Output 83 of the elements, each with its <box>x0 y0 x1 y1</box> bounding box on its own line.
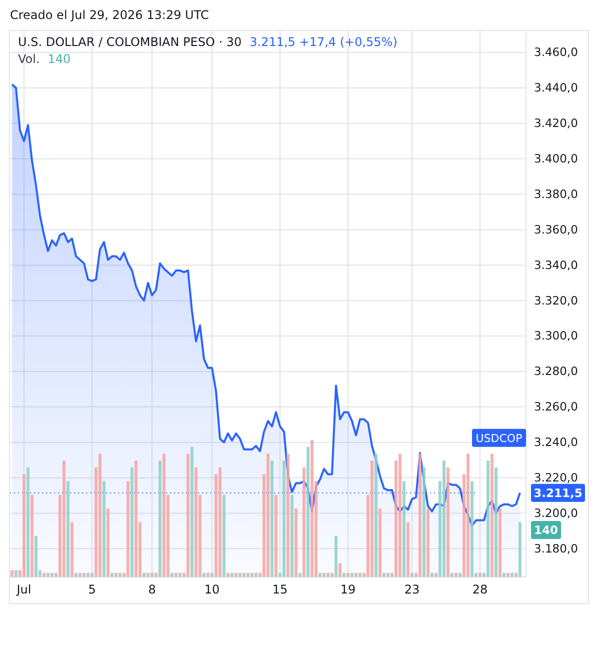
y-tick-label: 3.280,0 <box>534 364 578 378</box>
chart-title: Vol. <box>18 52 40 66</box>
y-tick-label: 3.240,0 <box>534 435 578 450</box>
bar <box>194 467 198 577</box>
bar <box>498 508 502 577</box>
y-tick-label: 3.300,0 <box>534 328 578 343</box>
bar <box>26 467 30 577</box>
y-tick-label: 3.180,0 <box>534 541 578 556</box>
y-tick-label: 3.440,0 <box>534 80 578 95</box>
bar <box>66 481 70 577</box>
bar <box>338 563 342 577</box>
bar <box>518 522 522 577</box>
bar <box>266 454 270 577</box>
y-tick-label: 3.320,0 <box>534 293 578 308</box>
bar <box>162 454 166 577</box>
bar <box>70 522 74 577</box>
bar <box>422 467 426 577</box>
bar <box>130 467 134 577</box>
bar <box>190 446 194 577</box>
bar <box>282 460 286 577</box>
x-tick-label: 19 <box>340 582 356 597</box>
bar <box>374 454 378 577</box>
bar <box>10 570 14 577</box>
chart-subtitle: 3.211,5 +17,4 (+0,55%) <box>250 35 398 49</box>
x-tick-label: 10 <box>204 582 220 597</box>
y-tick-label: 3.340,0 <box>534 258 578 272</box>
bar <box>270 460 274 577</box>
x-tick-label: 5 <box>88 582 96 597</box>
chart-title: U.S. DOLLAR / COLOMBIAN PESO · 30 <box>18 35 242 49</box>
bar <box>290 494 294 577</box>
bar <box>106 508 110 577</box>
y-tick-label: 3.200,0 <box>534 506 578 520</box>
bar <box>426 508 430 577</box>
y-tick-label: 3.260,0 <box>534 400 578 414</box>
x-tick-label: Jul <box>16 582 32 597</box>
bar <box>302 467 306 577</box>
bar <box>490 454 494 577</box>
y-tick-label: 3.400,0 <box>534 151 578 166</box>
bar <box>126 481 130 577</box>
bar <box>406 522 410 577</box>
bar <box>102 481 106 577</box>
bar <box>22 474 26 577</box>
bar <box>294 508 298 577</box>
bar <box>186 454 190 577</box>
bar <box>306 446 310 577</box>
text: USDCOP <box>476 432 523 445</box>
x-tick-label: 15 <box>272 582 288 597</box>
bar <box>466 454 470 577</box>
text: 140 <box>534 523 558 537</box>
bar <box>486 460 490 577</box>
bar <box>14 570 18 577</box>
annotation: 140 <box>48 52 71 66</box>
bar <box>218 467 222 577</box>
x-tick-label: 8 <box>148 582 156 597</box>
y-tick-label: 3.220,0 <box>534 470 578 484</box>
x-tick-label: 28 <box>472 582 488 597</box>
bar <box>446 467 450 577</box>
bar <box>30 494 34 577</box>
bar <box>418 454 422 577</box>
y-tick-label: 3.460,0 <box>534 45 578 60</box>
bar <box>334 536 338 577</box>
bar <box>494 467 498 577</box>
bar <box>274 494 278 577</box>
y-tick-label: 3.380,0 <box>534 186 578 201</box>
text: 3.211,5 <box>534 486 582 500</box>
bar <box>34 536 38 577</box>
bar <box>98 454 102 577</box>
bar <box>222 494 226 577</box>
bar <box>442 460 446 577</box>
y-tick-label: 3.420,0 <box>534 116 578 130</box>
bar <box>398 454 402 577</box>
text: Creado el Jul 29, 2026 13:29 UTC <box>10 8 209 22</box>
bar <box>158 460 162 577</box>
x-tick-label: 23 <box>404 582 420 597</box>
bar <box>470 481 474 577</box>
bar <box>286 454 290 577</box>
bar <box>62 460 66 577</box>
y-tick-label: 3.360,0 <box>534 222 578 236</box>
bar <box>310 440 314 577</box>
bar <box>378 508 382 577</box>
bar <box>370 460 374 577</box>
bar <box>402 481 406 577</box>
bar <box>134 460 138 577</box>
